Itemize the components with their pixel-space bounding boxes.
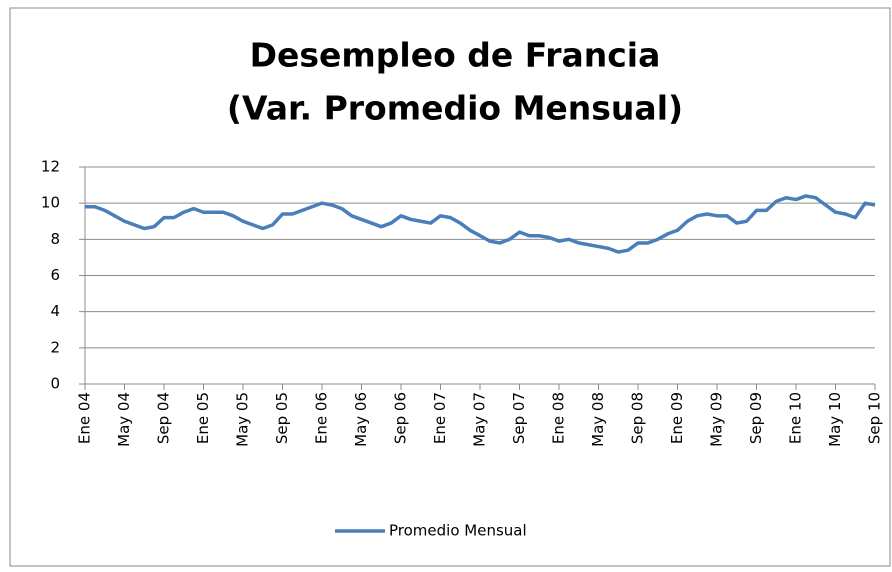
x-tick-label: Ene 08: [550, 392, 568, 444]
x-tick-label: Ene 05: [194, 392, 212, 444]
x-tick-label: Ene 10: [787, 392, 805, 444]
y-tick-label: 4: [50, 302, 60, 320]
x-tick-label: May 09: [708, 392, 726, 447]
x-tick-label: Ene 07: [431, 392, 449, 444]
x-tick-label: Sep 06: [392, 392, 410, 444]
y-tick-label: 6: [50, 266, 60, 284]
x-tick-label: Sep 05: [273, 392, 291, 444]
x-tick-label: Ene 04: [76, 392, 94, 444]
y-tick-label: 12: [41, 158, 60, 176]
x-tick-label: May 05: [234, 392, 252, 447]
x-tick-label: Ene 09: [668, 392, 686, 444]
x-tick-label: May 08: [589, 392, 607, 447]
chart-frame: [9, 7, 891, 567]
x-tick-label: May 06: [352, 392, 370, 447]
legend-label: Promedio Mensual: [389, 522, 527, 540]
x-tick-label: May 04: [115, 392, 133, 447]
x-tick-label: Ene 06: [313, 392, 331, 444]
x-tick-label: Sep 07: [510, 392, 528, 444]
chart-title: Desempleo de Francia: [250, 36, 661, 75]
data-line: [85, 194, 876, 254]
y-tick-label: 2: [50, 338, 60, 356]
y-tick-label: 0: [50, 375, 60, 393]
x-tick-label: May 07: [471, 392, 489, 447]
chart-title: (Var. Promedio Mensual): [227, 89, 683, 128]
x-tick-label: May 10: [826, 392, 844, 447]
x-tick-label: Sep 08: [629, 392, 647, 444]
x-tick-label: Sep 09: [747, 392, 765, 444]
x-tick-label: Sep 10: [866, 392, 884, 444]
x-tick-label: Sep 04: [155, 392, 173, 444]
y-tick-label: 10: [41, 194, 60, 212]
y-tick-label: 8: [50, 230, 60, 248]
